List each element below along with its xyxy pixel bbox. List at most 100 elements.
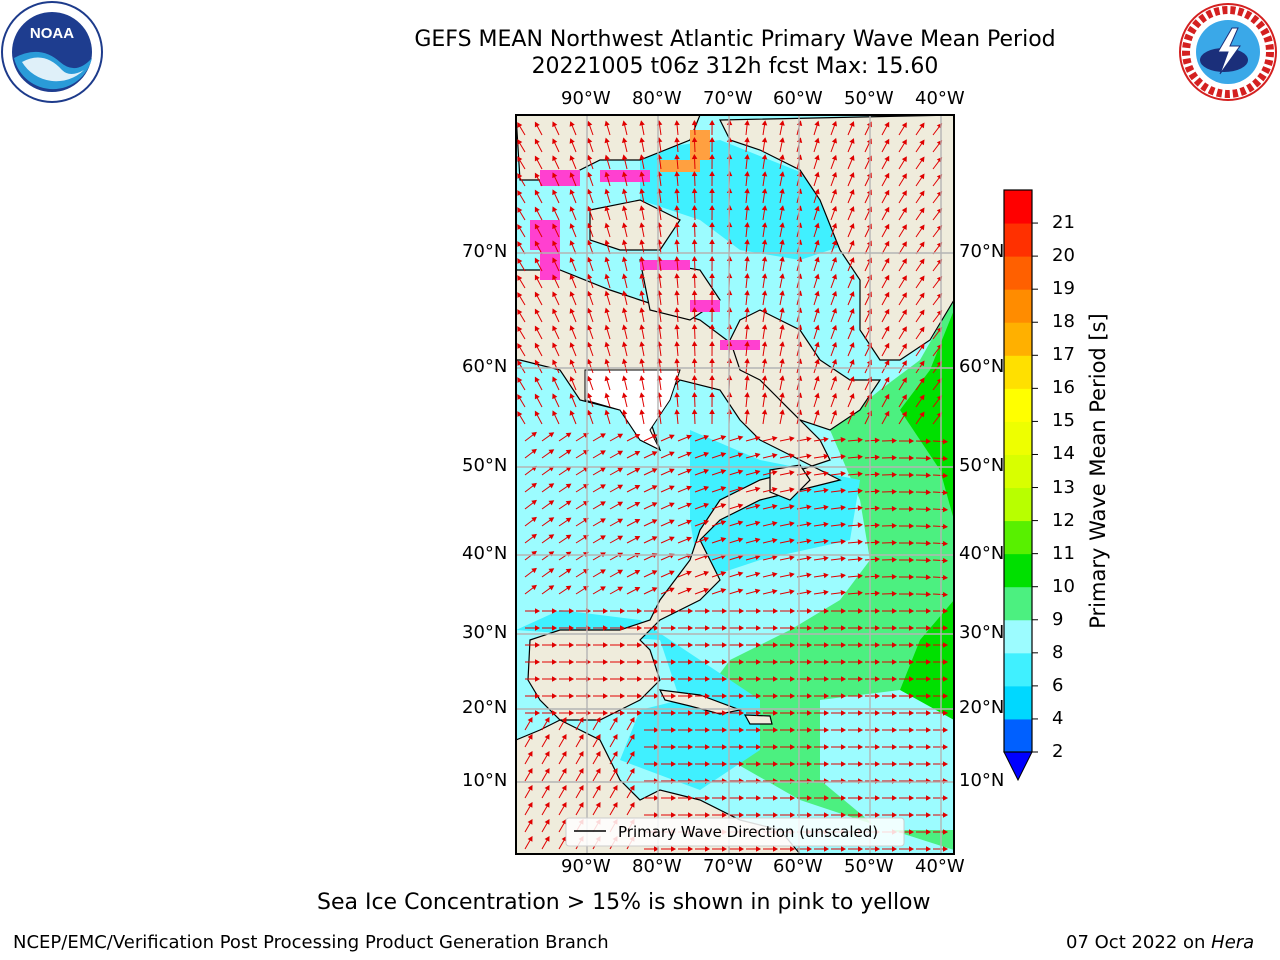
wave-arrow-head: [849, 308, 855, 314]
wave-arrow-head: [840, 556, 846, 562]
wave-arrow-head: [654, 846, 660, 852]
wave-arrow-head: [548, 483, 555, 489]
wave-arrow-head: [587, 375, 593, 382]
wave-arrow-head: [761, 171, 768, 177]
wave-arrow-head: [773, 625, 779, 631]
wave-arrow-head: [831, 188, 838, 195]
wave-arrow-head: [654, 608, 660, 614]
wave-arrow-head: [544, 784, 550, 791]
wave-arrow-head: [720, 486, 727, 492]
wave-arrow-head: [552, 274, 558, 281]
wave-arrow-head: [617, 433, 624, 439]
wave-arrow-head: [534, 206, 540, 213]
wave-arrow-head: [705, 642, 711, 648]
wave-arrow-head: [639, 137, 645, 143]
wave-arrow-head: [569, 376, 575, 382]
wave-arrow-head: [534, 308, 540, 315]
wave-arrow-head: [688, 727, 694, 733]
wave-arrow-head: [943, 642, 949, 648]
wave-arrow-head: [901, 173, 907, 179]
wave-arrow-head: [705, 625, 711, 631]
lon-label-bottom-70w: 70°W: [703, 856, 753, 877]
lon-label-bottom-50w: 50°W: [844, 856, 894, 877]
wave-arrow-head: [909, 744, 915, 750]
wave-arrow-head: [534, 393, 540, 400]
wave-arrow-head: [569, 659, 575, 665]
wave-arrow-head: [824, 744, 830, 750]
wave-arrow-head: [604, 341, 610, 348]
wave-arrow-head: [773, 812, 779, 818]
wave-arrow-head: [772, 555, 778, 561]
wave-arrow-head: [722, 642, 728, 648]
wave-arrow-head: [831, 358, 838, 365]
wave-arrow-head: [925, 557, 932, 564]
wave-arrow-head: [565, 500, 572, 506]
wave-arrow-head: [807, 659, 813, 665]
wave-arrow-head: [756, 693, 762, 699]
colorbar-label: Primary Wave Mean Period [s]: [1086, 313, 1110, 629]
wave-arrow-head: [754, 503, 761, 510]
wave-arrow-head: [744, 307, 750, 313]
wave-arrow-head: [621, 154, 628, 160]
wave-arrow-head: [578, 716, 584, 723]
wave-arrow-head: [884, 291, 890, 298]
wave-arrow-head: [756, 744, 762, 750]
wave-arrow-head: [531, 499, 537, 506]
wave-arrow-head: [858, 676, 864, 682]
wave-arrow-head: [552, 240, 558, 247]
wave-arrow-head: [569, 625, 575, 631]
wave-arrow-head: [790, 642, 796, 648]
wave-arrow-head: [674, 409, 680, 415]
wave-arrow-head: [909, 574, 915, 580]
wave-arrow-head: [709, 170, 715, 176]
wave-arrow-head: [705, 659, 711, 665]
wave-arrow-head: [773, 744, 779, 750]
wave-arrow-head: [737, 537, 744, 543]
colorbar-tick-label: 12: [1052, 509, 1075, 531]
wave-arrow-head: [531, 584, 537, 591]
wave-arrow-head: [874, 539, 881, 546]
wave-arrow-head: [824, 846, 830, 852]
wave-arrow-head: [754, 537, 761, 544]
wave-arrow-head: [909, 795, 915, 801]
wave-arrow-head: [634, 569, 641, 575]
wave-arrow-head: [671, 625, 677, 631]
wave-arrow-head: [744, 409, 750, 415]
wave-arrow-head: [739, 659, 745, 665]
wave-arrow-head: [720, 537, 727, 543]
wave-arrow-head: [857, 556, 863, 562]
wave-arrow-head: [814, 171, 820, 178]
wave-arrow-head: [831, 222, 838, 229]
wave-arrow-head: [587, 205, 593, 212]
wave-arrow-head: [849, 325, 855, 331]
wave-arrow-head: [552, 206, 558, 213]
lon-label-top-60w: 60°W: [773, 88, 823, 109]
wave-arrow-head: [942, 523, 949, 530]
wave-arrow-head: [858, 846, 864, 852]
wave-arrow-head: [587, 120, 593, 127]
wave-arrow-head: [773, 659, 779, 665]
wave-arrow-head: [840, 437, 846, 443]
wave-arrow-head: [634, 450, 641, 456]
wave-arrow-head: [617, 586, 624, 592]
wave-arrow-head: [779, 392, 785, 398]
wave-arrow-head: [722, 795, 728, 801]
graticule: [516, 115, 954, 854]
wave-arrow-head: [617, 518, 624, 524]
wave-arrow-head: [517, 275, 523, 281]
lat-label-right-70n: 70°N: [959, 241, 1005, 262]
wave-arrow-head: [772, 487, 778, 493]
wave-arrow-head: [651, 485, 658, 491]
colorbar-tick-label: 11: [1052, 542, 1075, 564]
wave-arrow-head: [840, 471, 846, 477]
wave-arrow-head: [671, 608, 677, 614]
wave-arrow-head: [942, 557, 949, 564]
wave-arrow-head: [892, 642, 898, 648]
wave-arrow-head: [668, 587, 675, 593]
wave-arrow-head: [535, 659, 541, 665]
wave-arrow-head: [674, 392, 680, 398]
wave-arrow-head: [587, 341, 593, 348]
wave-arrow-head: [849, 359, 855, 365]
wave-arrow-head: [823, 589, 829, 596]
